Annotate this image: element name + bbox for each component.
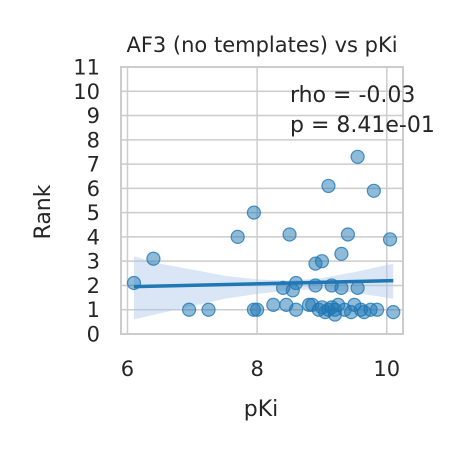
y-tick-label: 8 — [87, 128, 100, 152]
data-point — [266, 297, 281, 312]
y-tick-label: 4 — [87, 225, 100, 249]
y-tick-label: 11 — [73, 56, 100, 80]
data-point — [350, 280, 365, 295]
p-value-annotation: p = 8.41e-01 — [290, 113, 435, 138]
y-axis-label: Rank — [31, 184, 56, 239]
data-point — [246, 205, 261, 220]
y-tick-label: 7 — [87, 153, 100, 177]
data-point — [250, 302, 265, 317]
data-point — [314, 254, 330, 269]
y-tick-label: 6 — [87, 177, 100, 201]
data-point — [230, 229, 245, 245]
x-axis-label: pKi — [244, 397, 279, 422]
y-tick-label: 1 — [87, 298, 100, 322]
data-point — [382, 232, 398, 247]
data-point — [201, 302, 216, 317]
x-tick-label: 6 — [121, 357, 134, 381]
data-point — [321, 178, 336, 194]
plot-frame — [120, 66, 404, 335]
y-tick-label: 9 — [87, 104, 100, 128]
chart-title: AF3 (no templates) vs pKi — [126, 33, 397, 57]
x-tick-label: 8 — [250, 357, 263, 381]
data-point — [181, 302, 197, 317]
data-point — [146, 251, 161, 266]
data-point — [340, 227, 355, 242]
data-point — [288, 302, 304, 317]
data-point — [282, 227, 297, 242]
data-point — [334, 246, 349, 261]
y-tick-label: 10 — [73, 80, 100, 104]
data-point — [350, 149, 365, 164]
data-point — [366, 183, 381, 198]
y-tick-label: 2 — [87, 274, 100, 298]
regression-line — [133, 278, 394, 289]
x-tick-labels: 6 8 10 — [121, 357, 400, 381]
rho-annotation: rho = -0.03 — [290, 83, 415, 108]
data-point — [386, 305, 401, 320]
y-tick-label: 5 — [87, 201, 100, 225]
data-points — [126, 149, 401, 322]
confidence-band — [133, 256, 394, 320]
y-tick-label: 0 — [87, 323, 100, 347]
data-point — [369, 302, 385, 317]
x-tick-label: 10 — [373, 357, 400, 381]
y-tick-label: 3 — [87, 250, 100, 274]
